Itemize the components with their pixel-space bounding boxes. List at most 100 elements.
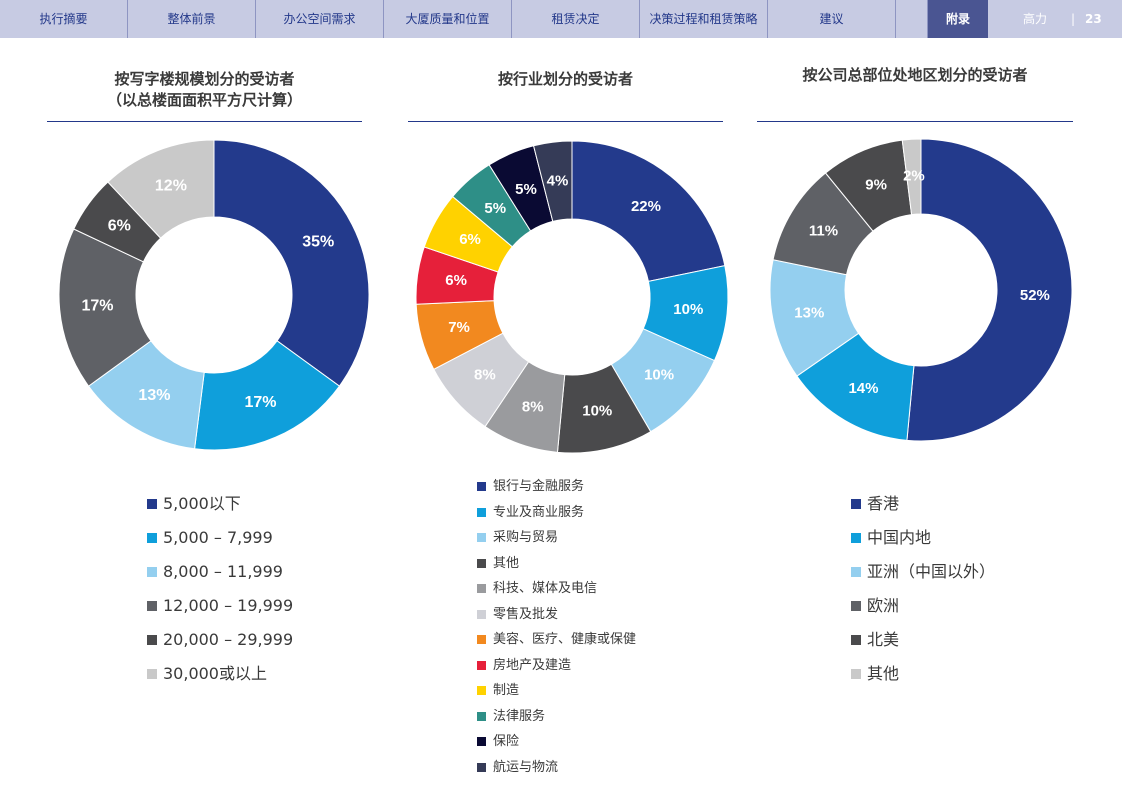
legend-label: 其他 <box>867 664 900 683</box>
legend-item: 零售及批发 <box>477 607 636 633</box>
legend-item: 5,000 – 7,999 <box>147 528 293 562</box>
slice-label: 10% <box>673 301 703 318</box>
legend-item: 专业及商业服务 <box>477 505 636 531</box>
legend-building-size: 5,000以下 5,000 – 7,999 8,000 – 11,999 12,000… <box>147 494 293 698</box>
legend-swatch <box>851 533 861 543</box>
slice-label: 14% <box>848 380 878 397</box>
chart-2-title: 按行业划分的受访者 <box>408 69 723 90</box>
legend-swatch <box>477 711 486 721</box>
nav-tab-executive-summary[interactable]: 执行摘要 <box>0 0 128 38</box>
donut-slice <box>901 138 922 216</box>
legend-swatch <box>477 660 486 670</box>
chart-2-title-rule <box>408 121 723 122</box>
legend-swatch <box>147 601 157 611</box>
slice-label: 8% <box>474 367 496 384</box>
nav-tab-overall-outlook[interactable]: 整体前景 <box>128 0 256 38</box>
chart-1-title: 按写字楼规模划分的受访者 （以总楼面面积平方尺计算） <box>47 69 362 111</box>
legend-label: 北美 <box>867 630 900 649</box>
slice-label: 9% <box>865 177 887 194</box>
slice-label: 17% <box>244 394 276 411</box>
page-number: 23 <box>1085 12 1102 26</box>
slice-label: 11% <box>809 222 838 239</box>
legend-label: 欧洲 <box>867 596 900 615</box>
slice-label: 13% <box>794 304 824 321</box>
legend-swatch <box>477 482 486 491</box>
slice-label: 5% <box>484 200 506 217</box>
donut-slice <box>906 138 1073 442</box>
nav-separator: | <box>1071 12 1076 26</box>
legend-label: 20,000 – 29,999 <box>163 630 294 649</box>
nav-tab-recommendations[interactable]: 建议 <box>768 0 896 38</box>
legend-label: 银行与金融服务 <box>493 479 585 494</box>
legend-label: 亚洲（中国以外） <box>867 562 996 581</box>
slice-label: 12% <box>155 178 187 195</box>
legend-label: 零售及批发 <box>493 606 559 622</box>
legend-item: 香港 <box>851 494 995 528</box>
chart-1-title-line-1: 按写字楼规模划分的受访者 <box>114 70 295 88</box>
nav-tab-leasing-decisions[interactable]: 租赁决定 <box>512 0 640 38</box>
legend-item: 5,000以下 <box>147 494 293 528</box>
legend-label: 美容、医疗、健康或保健 <box>493 632 637 647</box>
legend-swatch <box>477 507 486 517</box>
legend-swatch <box>477 762 486 772</box>
legend-item: 美容、医疗、健康或保健 <box>477 632 636 658</box>
legend-swatch <box>147 499 157 509</box>
chart-3-title-line-1: 按公司总部位处地区划分的受访者 <box>802 66 1028 84</box>
legend-headquarters-region: 香港中国内地 亚洲（中国以外） 欧洲北美其他 <box>851 494 995 698</box>
legend-item: 科技、媒体及电信 <box>477 581 636 607</box>
slice-label: 10% <box>644 367 674 384</box>
legend-swatch <box>147 635 157 645</box>
legend-label: 30,000或以上 <box>163 664 267 683</box>
legend-label: 法律服务 <box>493 708 546 724</box>
legend-label: 专业及商业服务 <box>493 504 585 520</box>
legend-swatch <box>477 533 486 542</box>
nav-tab-decision-process-strategy[interactable]: 决策过程和租赁策略 <box>640 0 768 38</box>
chart-1-title-line-2: （以总楼面面积平方尺计算） <box>106 91 302 109</box>
legend-swatch <box>477 584 486 593</box>
legend-item: 北美 <box>851 630 995 664</box>
nav-tab-appendix[interactable]: 附录 <box>928 0 988 38</box>
legend-label: 8,000 – 11,999 <box>163 562 283 581</box>
legend-item: 制造 <box>477 683 636 709</box>
legend-swatch <box>851 669 861 679</box>
donut-slice <box>571 140 726 282</box>
legend-item: 12,000 – 19,999 <box>147 596 293 630</box>
chart-2-title-line-1: 按行业划分的受访者 <box>497 70 633 88</box>
legend-swatch <box>851 635 861 645</box>
legend-item: 中国内地 <box>851 528 995 562</box>
chart-1-title-rule <box>47 121 362 122</box>
donut-slice <box>532 140 573 223</box>
legend-label: 12,000 – 19,999 <box>163 596 294 615</box>
slice-label: 10% <box>582 403 612 420</box>
donut-chart-industry: 22%10%10%10%8%8%7%6%6%5%5%4% <box>415 140 729 454</box>
legend-item: 航运与物流 <box>477 760 636 786</box>
nav-tab-office-space-demand[interactable]: 办公空间需求 <box>256 0 384 38</box>
legend-label: 制造 <box>493 683 520 698</box>
legend-swatch <box>851 499 861 509</box>
legend-swatch <box>147 533 157 543</box>
nav-tab-blank[interactable] <box>896 0 928 38</box>
slice-label: 6% <box>108 218 131 235</box>
brand-name: 高力 <box>1022 12 1047 26</box>
legend-item: 采购与贸易 <box>477 530 636 556</box>
legend-swatch <box>477 635 486 644</box>
legend-item: 房地产及建造 <box>477 658 636 684</box>
legend-label: 保险 <box>493 734 520 749</box>
slice-label: 6% <box>445 272 467 289</box>
slice-label: 5% <box>515 181 537 198</box>
legend-label: 航运与物流 <box>493 759 559 775</box>
donut-chart-building-size: 35% 17% 13% 17% 6% 12% <box>58 139 370 451</box>
legend-label: 5,000以下 <box>163 494 241 513</box>
legend-item: 亚洲（中国以外） <box>851 562 995 596</box>
legend-swatch <box>147 669 157 679</box>
legend-swatch <box>147 567 157 577</box>
legend-item: 银行与金融服务 <box>477 479 636 505</box>
slice-label: 4% <box>547 172 569 189</box>
legend-item: 保险 <box>477 734 636 760</box>
legend-swatch <box>851 567 861 577</box>
nav-tab-building-quality-location[interactable]: 大厦质量和位置 <box>384 0 512 38</box>
legend-swatch <box>477 686 486 695</box>
slice-label: 7% <box>448 319 470 336</box>
legend-label: 香港 <box>867 494 900 513</box>
